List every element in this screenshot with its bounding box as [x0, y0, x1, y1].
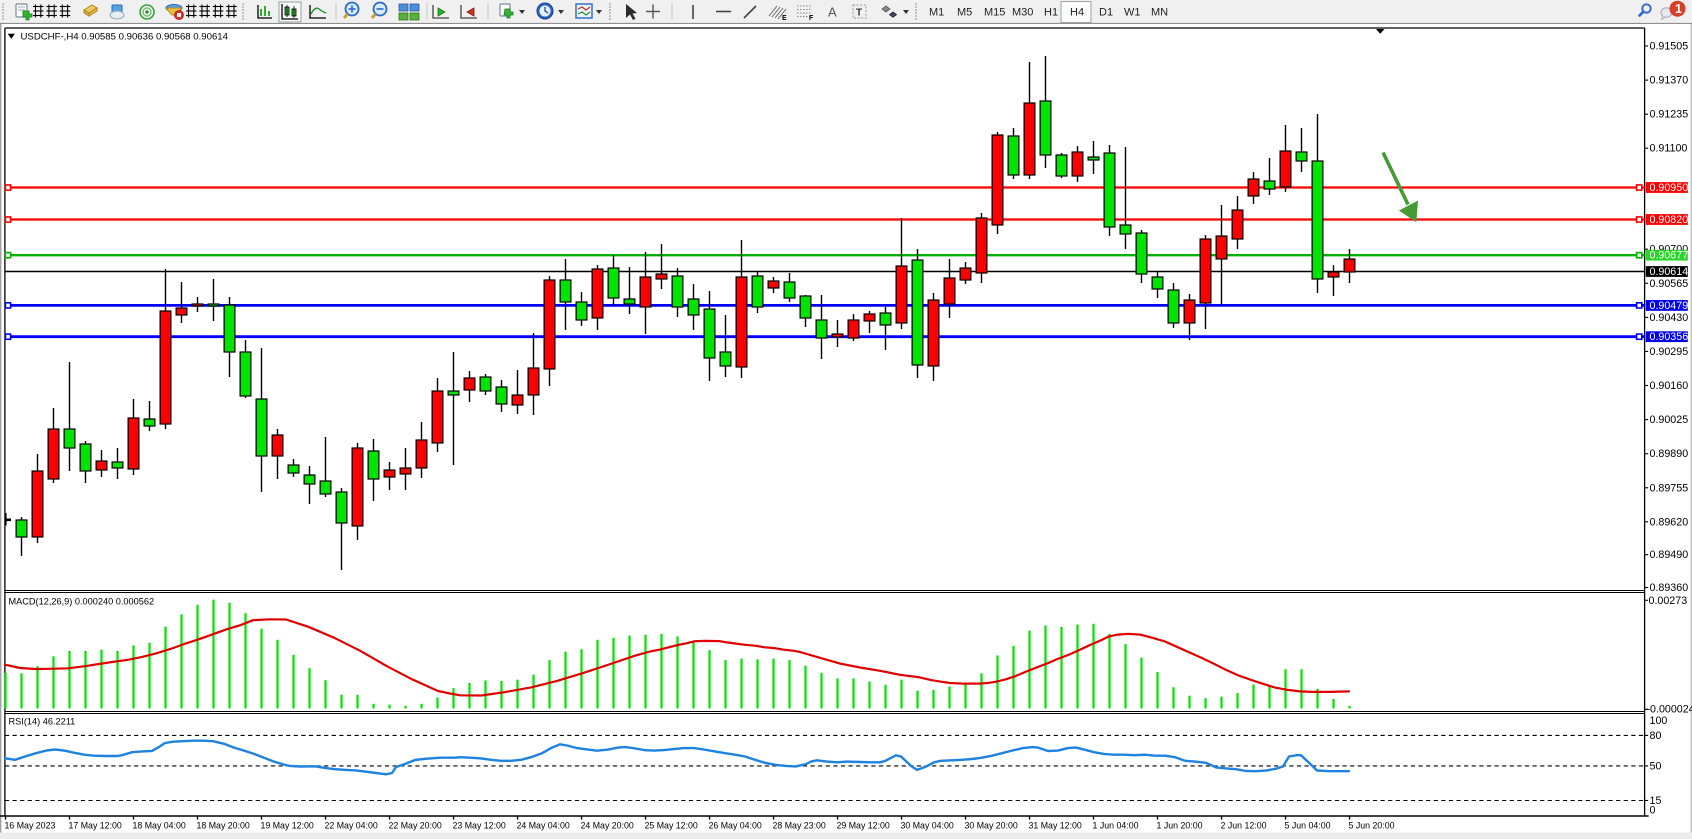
svg-text:MN: MN — [1151, 7, 1168, 19]
svg-text:W1: W1 — [1124, 7, 1141, 19]
svg-text:0.89490: 0.89490 — [1650, 549, 1689, 561]
svg-text:25 May 12:00: 25 May 12:00 — [645, 821, 698, 831]
svg-text:D1: D1 — [1099, 7, 1113, 19]
svg-text:0.90565: 0.90565 — [1650, 278, 1689, 290]
svg-text:A: A — [828, 5, 837, 20]
svg-text:E: E — [782, 15, 787, 22]
svg-text:F: F — [809, 15, 814, 22]
svg-text:0.91370: 0.91370 — [1650, 75, 1689, 87]
svg-text:M15: M15 — [984, 7, 1005, 19]
svg-text:100: 100 — [1650, 715, 1668, 727]
svg-text:MACD(12,26,9) 0.000240 0.00056: MACD(12,26,9) 0.000240 0.000562 — [9, 597, 155, 607]
svg-text:M5: M5 — [957, 7, 972, 19]
svg-text:0.90025: 0.90025 — [1650, 414, 1689, 426]
svg-text:RSI(14) 46.2211: RSI(14) 46.2211 — [9, 717, 76, 727]
svg-text:80: 80 — [1650, 730, 1662, 742]
svg-text:0.89890: 0.89890 — [1650, 448, 1689, 460]
svg-text:5 Jun 04:00: 5 Jun 04:00 — [1285, 821, 1331, 831]
svg-text:5 Jun 20:00: 5 Jun 20:00 — [1349, 821, 1395, 831]
svg-text:0.90479: 0.90479 — [1650, 300, 1689, 312]
svg-text:0.89755: 0.89755 — [1650, 482, 1689, 494]
svg-text:1: 1 — [1675, 2, 1682, 16]
svg-text:23 May 12:00: 23 May 12:00 — [453, 821, 506, 831]
svg-text:0.00273: 0.00273 — [1649, 595, 1688, 607]
svg-text:0.91505: 0.91505 — [1650, 41, 1689, 53]
svg-text:0.90430: 0.90430 — [1650, 312, 1689, 324]
svg-text:H1: H1 — [1044, 7, 1058, 19]
svg-text:1 Jun 20:00: 1 Jun 20:00 — [1157, 821, 1203, 831]
svg-text:31 May 12:00: 31 May 12:00 — [1029, 821, 1082, 831]
svg-text:0.90950: 0.90950 — [1650, 182, 1689, 194]
svg-text:0.90677: 0.90677 — [1650, 250, 1689, 262]
svg-text:18 May 04:00: 18 May 04:00 — [133, 821, 186, 831]
svg-text:0.89360: 0.89360 — [1650, 582, 1689, 594]
svg-text:H4: H4 — [1070, 7, 1084, 19]
svg-text:0.90160: 0.90160 — [1650, 380, 1689, 392]
svg-text:0.89620: 0.89620 — [1650, 516, 1689, 528]
svg-text:0.90820: 0.90820 — [1650, 214, 1689, 226]
svg-text:50: 50 — [1650, 760, 1662, 772]
svg-text:18 May 20:00: 18 May 20:00 — [197, 821, 250, 831]
svg-text:28 May 23:00: 28 May 23:00 — [773, 821, 826, 831]
svg-text:0.91235: 0.91235 — [1650, 109, 1689, 121]
svg-text:0.91100: 0.91100 — [1650, 143, 1688, 155]
svg-text:0.90295: 0.90295 — [1650, 346, 1689, 358]
svg-text:30 May 20:00: 30 May 20:00 — [965, 821, 1018, 831]
svg-text:15: 15 — [1650, 795, 1662, 807]
svg-text:0: 0 — [1650, 804, 1656, 816]
svg-text:24 May 20:00: 24 May 20:00 — [581, 821, 634, 831]
svg-text:30 May 04:00: 30 May 04:00 — [901, 821, 954, 831]
svg-text:1 Jun 04:00: 1 Jun 04:00 — [1093, 821, 1139, 831]
svg-text:16 May 2023: 16 May 2023 — [5, 821, 56, 831]
svg-text:USDCHF-,H4 0.90585 0.90636 0.: USDCHF-,H4 0.90585 0.90636 0.90568 0.906… — [21, 32, 229, 43]
svg-text:2 Jun 12:00: 2 Jun 12:00 — [1221, 821, 1267, 831]
svg-text:29 May 12:00: 29 May 12:00 — [837, 821, 890, 831]
svg-text:0.90614: 0.90614 — [1650, 266, 1689, 278]
svg-text:19 May 12:00: 19 May 12:00 — [261, 821, 314, 831]
svg-text:24 May 04:00: 24 May 04:00 — [517, 821, 570, 831]
svg-text:T: T — [856, 8, 862, 19]
svg-text:22 May 20:00: 22 May 20:00 — [389, 821, 442, 831]
svg-text:M1: M1 — [929, 7, 944, 19]
svg-text:M30: M30 — [1012, 7, 1033, 19]
svg-text:-0.000024: -0.000024 — [1647, 703, 1692, 715]
svg-text:22 May 04:00: 22 May 04:00 — [325, 821, 378, 831]
svg-text:26 May 04:00: 26 May 04:00 — [709, 821, 762, 831]
svg-text:17 May 12:00: 17 May 12:00 — [69, 821, 122, 831]
svg-text:0.90356: 0.90356 — [1650, 331, 1689, 343]
